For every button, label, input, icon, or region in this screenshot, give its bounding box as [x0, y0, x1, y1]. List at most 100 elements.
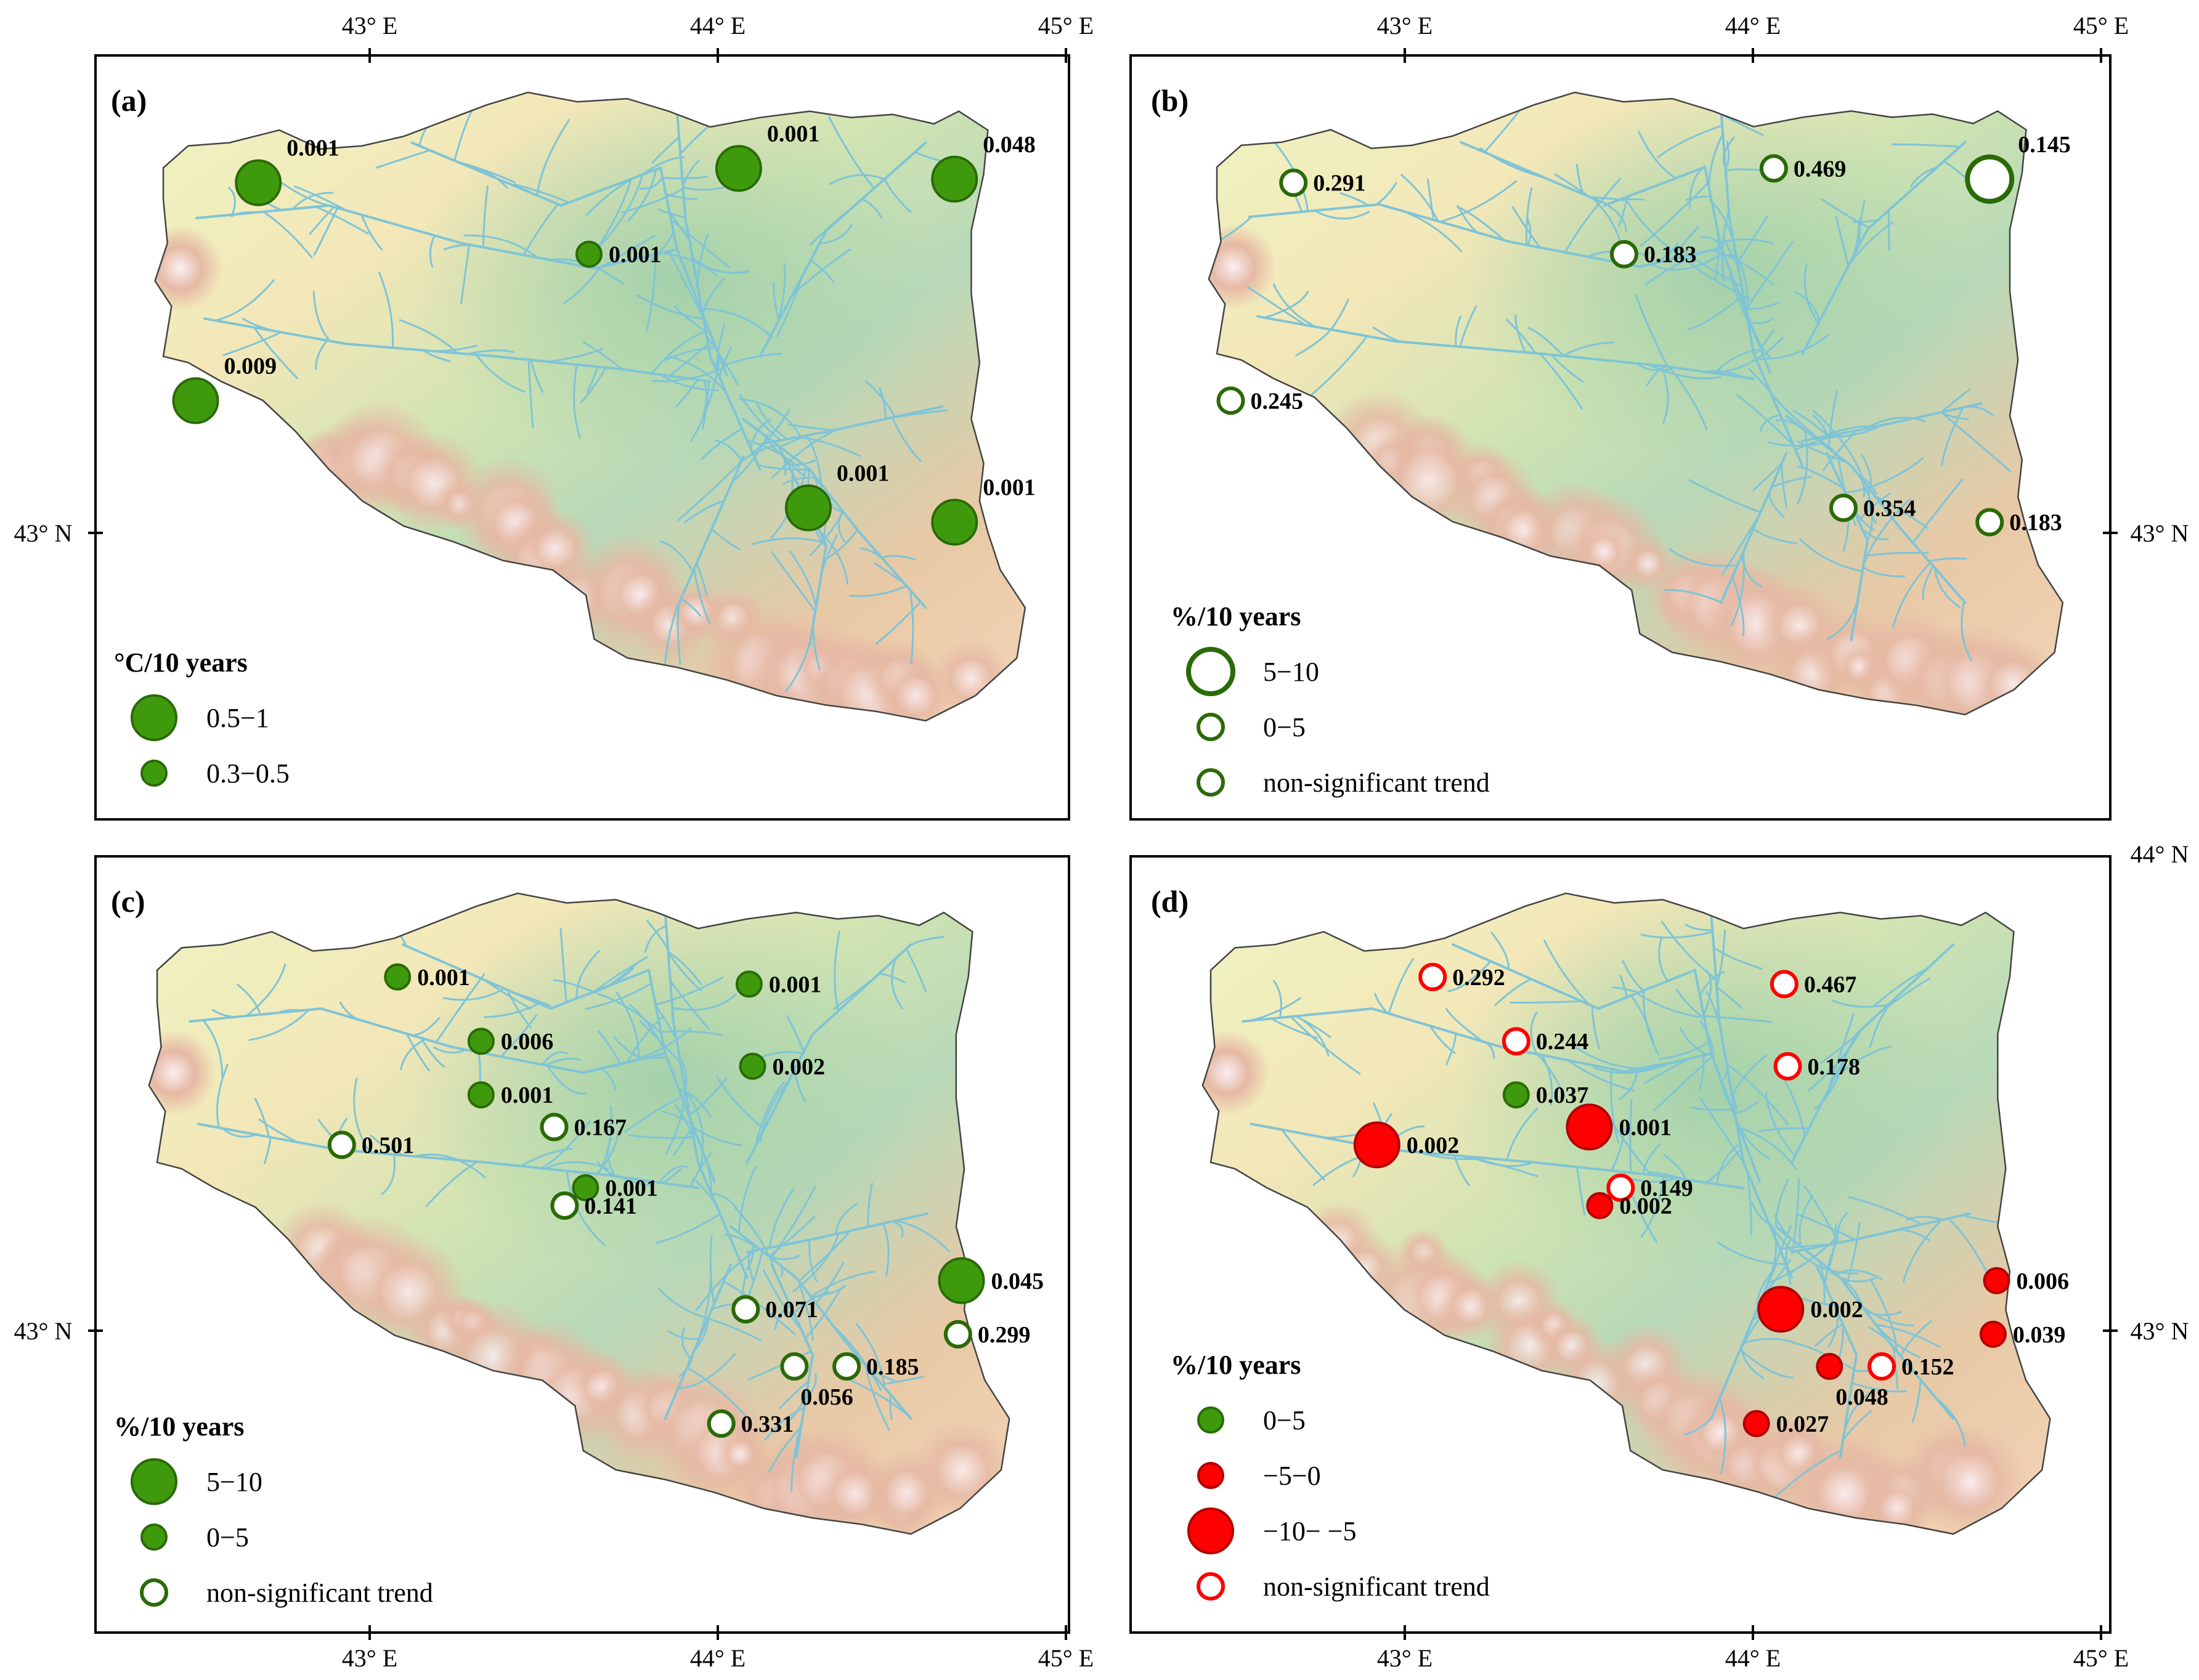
legend-symbol — [1197, 1462, 1224, 1489]
station-marker — [943, 1320, 972, 1349]
station-marker — [1983, 1267, 2010, 1294]
panel-frame — [1129, 855, 2112, 1634]
legend-symbol — [1197, 768, 1225, 797]
station-p-value: 0.141 — [584, 1193, 637, 1219]
station-marker — [384, 963, 412, 991]
station-p-value: 0.001 — [501, 1082, 554, 1108]
longitude-label: 43° E — [1377, 12, 1433, 39]
station-p-value: 0.001 — [983, 475, 1036, 501]
station-p-value: 0.009 — [224, 353, 277, 379]
station-marker — [832, 1352, 861, 1381]
legend-symbol — [140, 1578, 168, 1607]
station-marker — [467, 1028, 495, 1055]
station-p-value: 0.001 — [417, 965, 470, 991]
station-marker — [1816, 1353, 1843, 1380]
station-marker — [172, 377, 219, 424]
station-marker — [784, 484, 832, 532]
station-marker — [739, 1052, 766, 1080]
station-marker — [1868, 1352, 1896, 1381]
station-p-value: 0.001 — [769, 972, 822, 997]
station-p-value: 0.183 — [1644, 242, 1697, 268]
legend-symbol — [131, 1458, 177, 1505]
station-marker — [1742, 1410, 1770, 1437]
legend-item-label: 0−5 — [206, 1522, 249, 1552]
station-marker — [1759, 154, 1788, 183]
legend-symbol — [140, 760, 168, 787]
station-marker — [938, 1257, 985, 1304]
station-p-value: 0.071 — [765, 1297, 818, 1323]
legend-symbol — [131, 694, 177, 741]
station-marker — [1979, 1320, 2007, 1348]
station-marker — [931, 155, 978, 203]
panel-label: (a) — [111, 83, 147, 118]
legend-item-label: 0−5 — [1263, 712, 1306, 742]
legend-item-label: 5−10 — [206, 1467, 262, 1497]
station-marker — [327, 1130, 356, 1159]
station-marker — [780, 1352, 809, 1381]
station-marker — [1975, 508, 2004, 537]
basin-outline — [148, 892, 1010, 1535]
legend-item-label: 0.5−1 — [206, 703, 269, 733]
legend-symbol — [1197, 1406, 1224, 1434]
panel-frame — [94, 54, 1070, 821]
station-p-value: 0.167 — [574, 1114, 627, 1140]
station-p-value: 0.149 — [1640, 1175, 1693, 1201]
panel-b: 43° E 44° E 45° E 43° N (b) 0.291 0.469 0.145 0.… — [1129, 12, 2189, 821]
legend-title: %/10 years — [1171, 601, 1301, 631]
station-p-value: 0.001 — [767, 121, 820, 147]
panel-label: (d) — [1151, 884, 1189, 919]
station-marker — [1216, 386, 1245, 415]
legend-title: %/10 years — [1171, 1350, 1301, 1380]
legend-symbol — [1186, 647, 1235, 696]
station-p-value: 0.299 — [978, 1322, 1031, 1348]
station-marker — [931, 498, 978, 546]
station-p-value: 0.006 — [2017, 1268, 2070, 1294]
basin-outline — [1208, 91, 2064, 716]
basin-outline — [1201, 892, 2051, 1535]
legend-symbol — [1197, 713, 1225, 741]
legend-symbol — [1187, 1508, 1234, 1554]
station-marker — [1586, 1192, 1614, 1219]
panel-label: (b) — [1151, 83, 1189, 118]
station-marker — [550, 1191, 579, 1220]
longitude-label: 45° E — [2073, 1644, 2129, 1672]
longitude-label: 45° E — [1038, 1644, 1094, 1672]
station-p-value: 0.145 — [2018, 132, 2071, 158]
latitude-label: 43° N — [2131, 519, 2189, 547]
legend-item-label: −5−0 — [1263, 1461, 1321, 1491]
latitude-label: 44° N — [2131, 840, 2189, 868]
longitude-label: 43° E — [342, 12, 397, 39]
station-p-value: 0.001 — [837, 460, 890, 486]
station-p-value: 0.006 — [501, 1029, 554, 1055]
station-marker — [731, 1295, 760, 1324]
panel-a: 43° E 44° E 45° E 43° N (a) 0.001 0.001 0.048 0.… — [14, 12, 1094, 821]
station-p-value: 0.001 — [605, 1175, 658, 1201]
station-marker — [467, 1081, 495, 1109]
station-p-value: 0.244 — [1536, 1029, 1589, 1055]
station-marker — [1502, 1027, 1530, 1056]
station-p-value: 0.056 — [800, 1384, 853, 1410]
river-network — [189, 893, 951, 1493]
station-p-value: 0.183 — [2009, 510, 2062, 536]
longitude-label: 45° E — [1038, 12, 1094, 39]
legend-item-label: 0−5 — [1263, 1405, 1306, 1435]
longitude-label: 44° E — [1725, 12, 1781, 39]
station-p-value: 0.292 — [1452, 965, 1505, 991]
panel-c: 43° E 44° E 45° E 43° N (c) 0.001 0.001 0.006 0.… — [14, 855, 1094, 1672]
station-p-value: 0.354 — [1863, 495, 1916, 521]
station-marker — [540, 1113, 569, 1142]
basin-outline — [154, 91, 1026, 722]
station-p-value: 0.002 — [1407, 1132, 1460, 1158]
station-p-value: 0.001 — [287, 136, 339, 161]
station-marker — [1353, 1121, 1400, 1169]
longitude-label: 45° E — [2073, 12, 2129, 39]
station-p-value: 0.291 — [1313, 171, 1366, 197]
panel-d: 43° E 44° E 45° E 43° N 44° N (d) 0.292 0.467 0.… — [1129, 840, 2189, 1672]
legend-item-label: non-significant trend — [206, 1578, 433, 1608]
legend-item-label: 5−10 — [1263, 657, 1319, 687]
station-p-value: 0.001 — [1619, 1114, 1672, 1140]
longitude-label: 44° E — [690, 1644, 746, 1672]
legend: %/10 years 5−10 0−5 non-significant trend — [1171, 601, 1490, 798]
station-p-value: 0.331 — [741, 1411, 794, 1437]
